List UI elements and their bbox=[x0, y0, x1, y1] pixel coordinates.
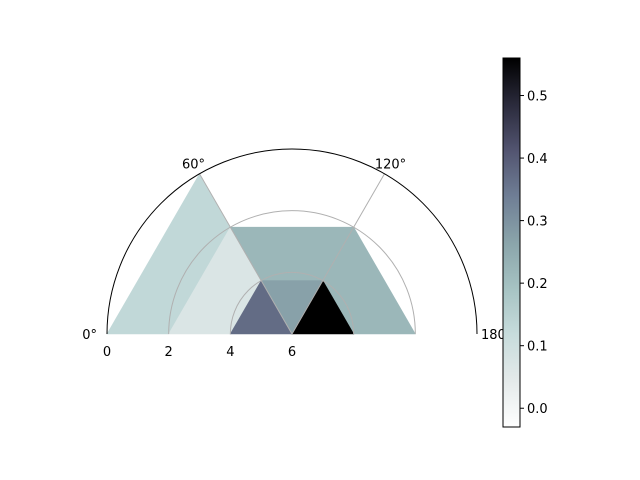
theta-tick-label: 120° bbox=[375, 157, 406, 172]
r-tick-label: 0 bbox=[103, 345, 111, 360]
colorbar bbox=[502, 57, 521, 428]
polar-outer-arc bbox=[106, 148, 478, 335]
colorbar-ticks: 0.0 0.1 0.2 0.3 0.4 0.5 bbox=[520, 90, 548, 417]
theta-tick-label: 0° bbox=[82, 328, 97, 343]
colorbar-tick-label: 0.1 bbox=[527, 340, 548, 355]
polar-grid bbox=[168, 173, 416, 335]
r-tick-label: 2 bbox=[165, 345, 173, 360]
colorbar-tick-label: 0.3 bbox=[527, 215, 548, 230]
r-tick-label: 4 bbox=[226, 345, 234, 360]
heatmap-cell-1 bbox=[198, 173, 386, 228]
colorbar-tick-label: 0.5 bbox=[527, 90, 548, 105]
grid-arc-r-2 bbox=[168, 210, 416, 335]
colorbar-tick-label: 0.0 bbox=[527, 402, 548, 417]
grid-radial-120 bbox=[291, 173, 385, 335]
colorbar-gradient bbox=[502, 57, 521, 428]
r-tick-labels: 6 4 2 0 bbox=[103, 345, 296, 360]
theta-tick-label: 60° bbox=[182, 157, 205, 172]
colorbar-tick-label: 0.2 bbox=[527, 277, 548, 292]
grid-arc-r-4 bbox=[229, 271, 355, 335]
r-tick-label: 6 bbox=[288, 345, 296, 360]
grid-radial-60 bbox=[199, 173, 293, 335]
polar-frame bbox=[106, 148, 478, 335]
heatmap-cells bbox=[106, 173, 478, 335]
colorbar-tick-label: 0.4 bbox=[527, 152, 548, 167]
